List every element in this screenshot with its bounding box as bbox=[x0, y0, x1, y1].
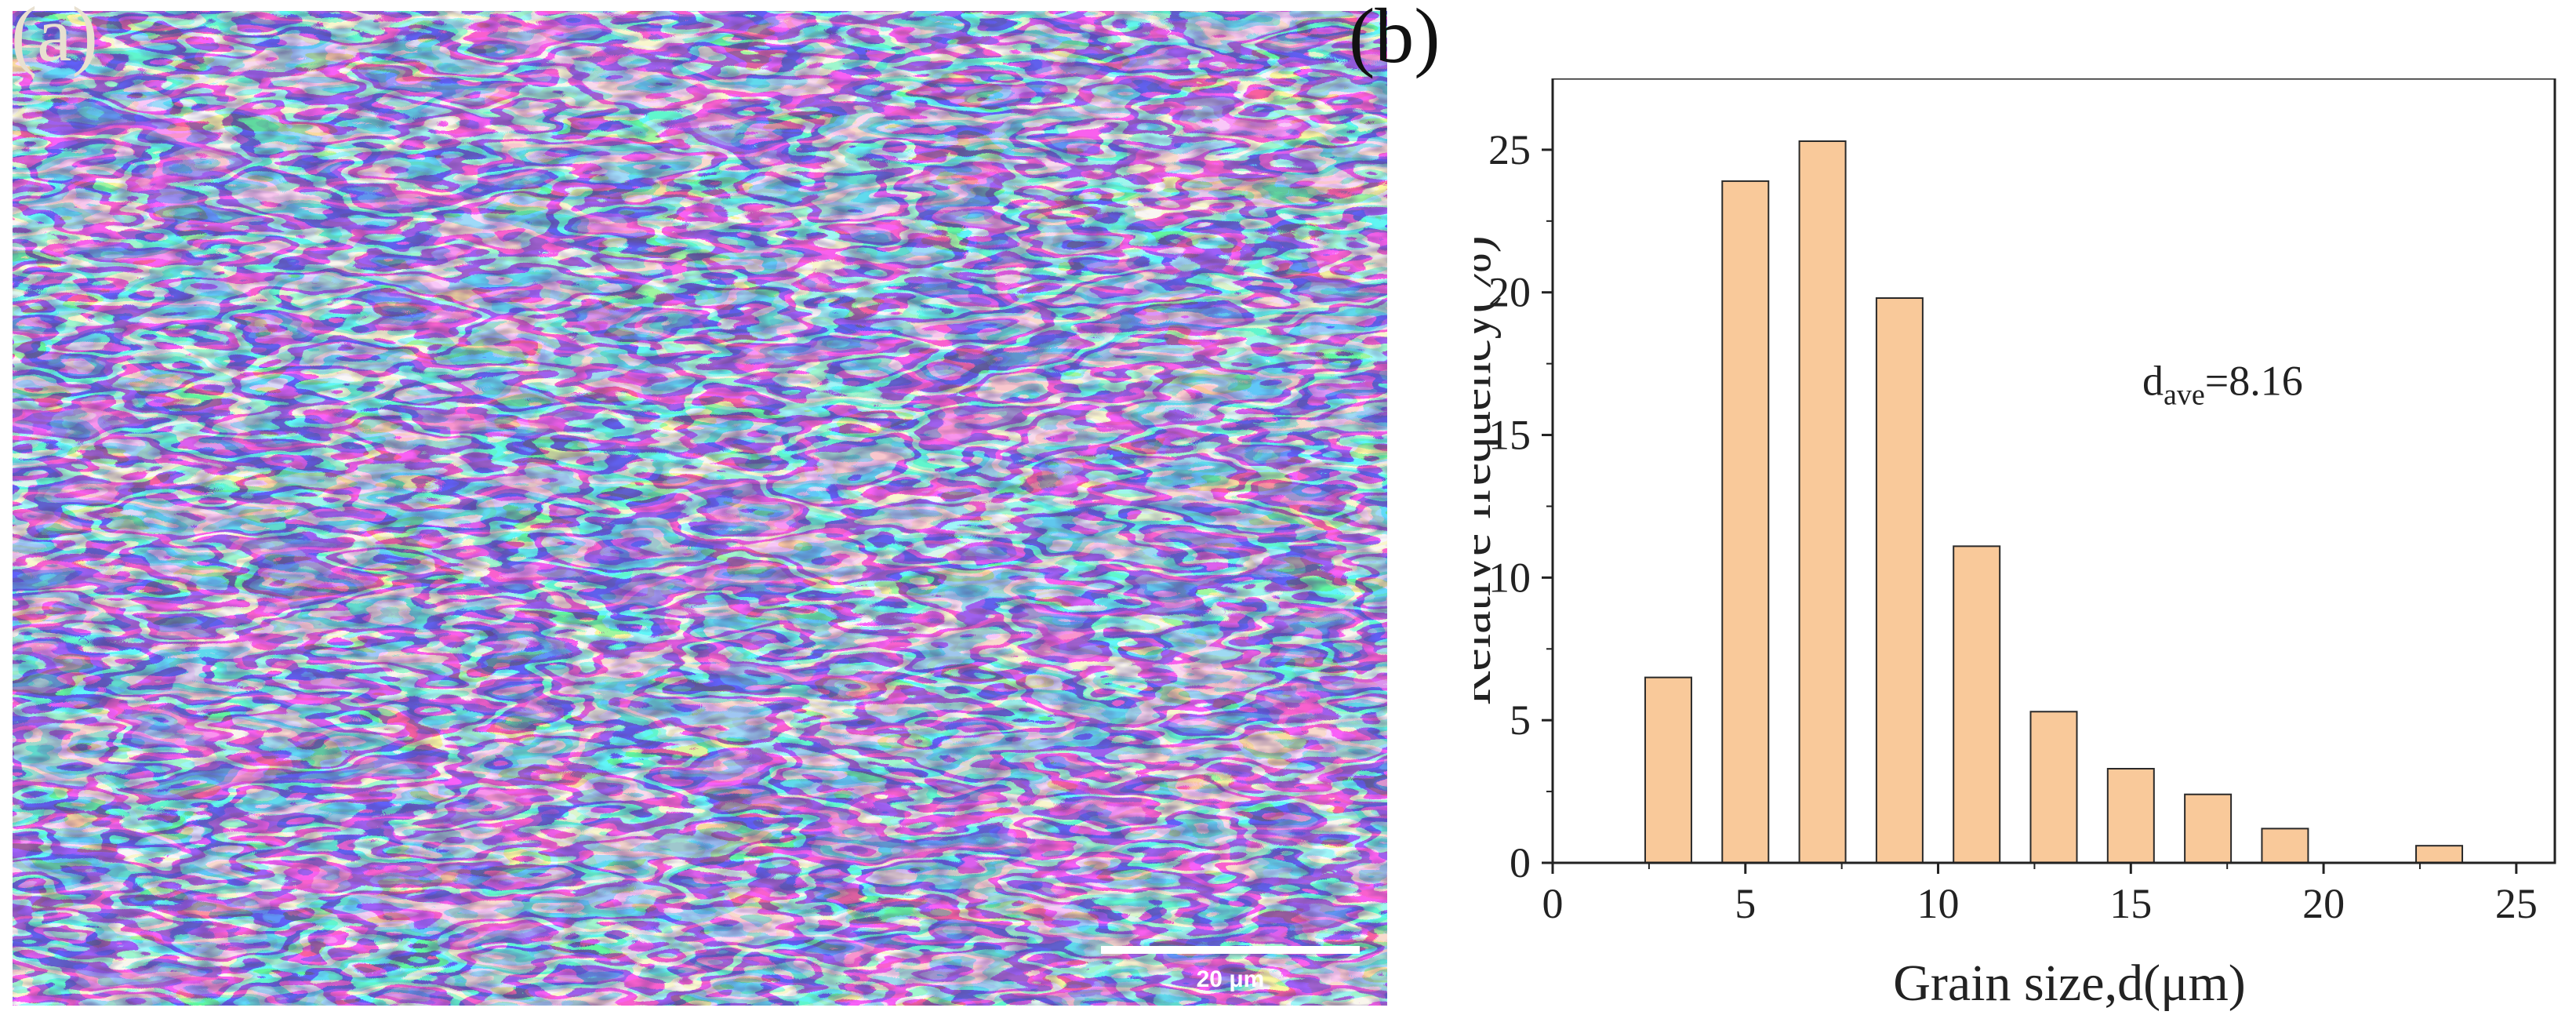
scale-bar bbox=[1101, 946, 1360, 954]
bar-19 bbox=[2261, 828, 2309, 864]
bar-15 bbox=[2106, 768, 2155, 864]
bar-3 bbox=[1644, 676, 1692, 864]
annotation-base: d bbox=[2142, 358, 2164, 405]
x-tick-label-25: 25 bbox=[2495, 880, 2538, 927]
bar-23 bbox=[2415, 845, 2464, 864]
y-tick-label-0: 0 bbox=[1510, 839, 1531, 886]
bar-5 bbox=[1721, 180, 1770, 864]
x-tick-label-15: 15 bbox=[2109, 880, 2152, 927]
bar-7 bbox=[1798, 140, 1847, 864]
y-tick-label-15: 15 bbox=[1488, 412, 1531, 459]
x-tick-label-10: 10 bbox=[1917, 880, 1960, 927]
y-tick-label-25: 25 bbox=[1488, 126, 1531, 173]
bar-9 bbox=[1875, 297, 1924, 864]
annotation-value: =8.16 bbox=[2205, 358, 2303, 405]
grain-size-histogram: 0 5 10 15 20 25 0 5 10 15 20 25 Grain size,d(μm) Re… bbox=[1474, 78, 2556, 1012]
micrograph-image: 20 μm bbox=[13, 11, 1387, 1006]
y-tick-label-10: 10 bbox=[1488, 554, 1531, 601]
micrograph-panel: 20 μm bbox=[13, 11, 1387, 1006]
annotation-subscript: ave bbox=[2164, 379, 2205, 412]
scale-bar-label: 20 μm bbox=[1197, 966, 1265, 992]
bars-layer bbox=[1644, 140, 2464, 864]
bar-17 bbox=[2184, 793, 2233, 864]
x-axis-title: Grain size,d(μm) bbox=[1893, 955, 2246, 1012]
bar-13 bbox=[2029, 711, 2078, 864]
x-tick-label-0: 0 bbox=[1542, 880, 1564, 927]
ticks-layer: 0 5 10 15 20 25 0 5 10 15 20 25 bbox=[1488, 126, 2538, 927]
x-tick-label-5: 5 bbox=[1735, 880, 1756, 927]
y-tick-label-5: 5 bbox=[1510, 697, 1531, 744]
x-tick-label-20: 20 bbox=[2302, 880, 2345, 927]
panel-a-label: (a) bbox=[11, 0, 98, 78]
panel-b-label: (b) bbox=[1349, 0, 1441, 79]
plot-frame bbox=[1551, 78, 2556, 864]
y-axis-title: Relative frequency(%) bbox=[1474, 235, 1502, 705]
average-annotation: dave=8.16 bbox=[2142, 358, 2303, 412]
axes-layer bbox=[1551, 78, 2556, 864]
y-tick-label-20: 20 bbox=[1488, 269, 1531, 316]
bar-11 bbox=[1953, 545, 2001, 864]
